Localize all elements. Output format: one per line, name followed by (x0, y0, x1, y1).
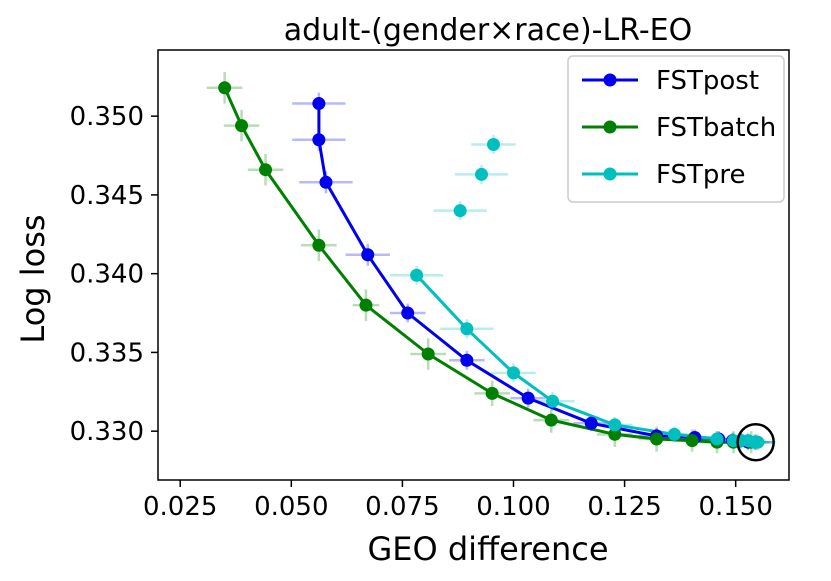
x-tick-label: 0.125 (587, 492, 661, 522)
legend-marker-fstbatch (603, 120, 617, 134)
x-tick-label: 0.150 (698, 492, 772, 522)
fstpost-point (319, 175, 333, 189)
fstpre-point (410, 268, 424, 282)
x-axis-label: GEO difference (367, 530, 608, 568)
fstbatch-point (685, 434, 699, 448)
fstpost-point (521, 391, 535, 405)
legend-label-fstpre: FSTpre (656, 160, 746, 190)
y-tick-label: 0.335 (70, 338, 144, 368)
fstbatch-point (218, 81, 232, 95)
fstpost-point (460, 353, 474, 367)
fstbatch-point (259, 163, 273, 177)
legend-marker-fstpost (603, 73, 617, 87)
axis-ticks: 0.025 0.050 0.075 0.100 0.125 0.150 0.330 0.335… (70, 102, 773, 522)
plot-frame (157, 49, 790, 481)
fstbatch-point (485, 386, 499, 400)
y-tick-label: 0.345 (70, 181, 144, 211)
fstpre-point (710, 432, 724, 446)
fstpost-point (312, 133, 326, 147)
fstpre-point (460, 322, 474, 336)
x-tick-label: 0.100 (476, 492, 550, 522)
legend-marker-fstpre (603, 167, 617, 181)
fstbatch-point (235, 119, 249, 133)
legend-label-fstpost: FSTpost (656, 66, 759, 96)
fstpre-point (506, 366, 520, 380)
x-tick-label: 0.050 (254, 492, 328, 522)
legend-label-fstbatch: FSTbatch (656, 113, 776, 143)
fstbatch-point (312, 238, 326, 252)
fstbatch-point (650, 432, 664, 446)
fstpre-point (486, 138, 500, 152)
legend-box (567, 55, 785, 203)
fstpost-point (312, 97, 326, 111)
highlight-circle (736, 422, 775, 462)
fstbatch-point (421, 347, 435, 361)
fstpre-point (667, 427, 681, 441)
fstpre-point (751, 435, 765, 449)
y-tick-label: 0.350 (70, 102, 144, 132)
plot-area (206, 72, 776, 462)
x-tick-label: 0.075 (365, 492, 439, 522)
series-points (218, 81, 765, 449)
legend: FSTpost FSTbatch FSTpre (567, 55, 785, 203)
y-tick-label: 0.340 (70, 260, 144, 290)
fstbatch-point (608, 427, 622, 441)
fstpre-point (608, 418, 622, 432)
fstpost-point (401, 306, 415, 320)
y-tick-label: 0.330 (70, 417, 144, 447)
fstbatch-point (359, 298, 373, 312)
fstpre-point (453, 204, 467, 218)
fstpost-point (584, 416, 598, 430)
fstbatch-point (544, 413, 558, 427)
y-axis-label: Log loss (14, 214, 52, 343)
chart-title: adult-(gender×race)-LR-EO (284, 13, 693, 48)
x-tick-label: 0.025 (143, 492, 217, 522)
fstpre-point (474, 167, 488, 181)
fstpre-point (546, 394, 560, 408)
fstpost-point (361, 248, 375, 262)
